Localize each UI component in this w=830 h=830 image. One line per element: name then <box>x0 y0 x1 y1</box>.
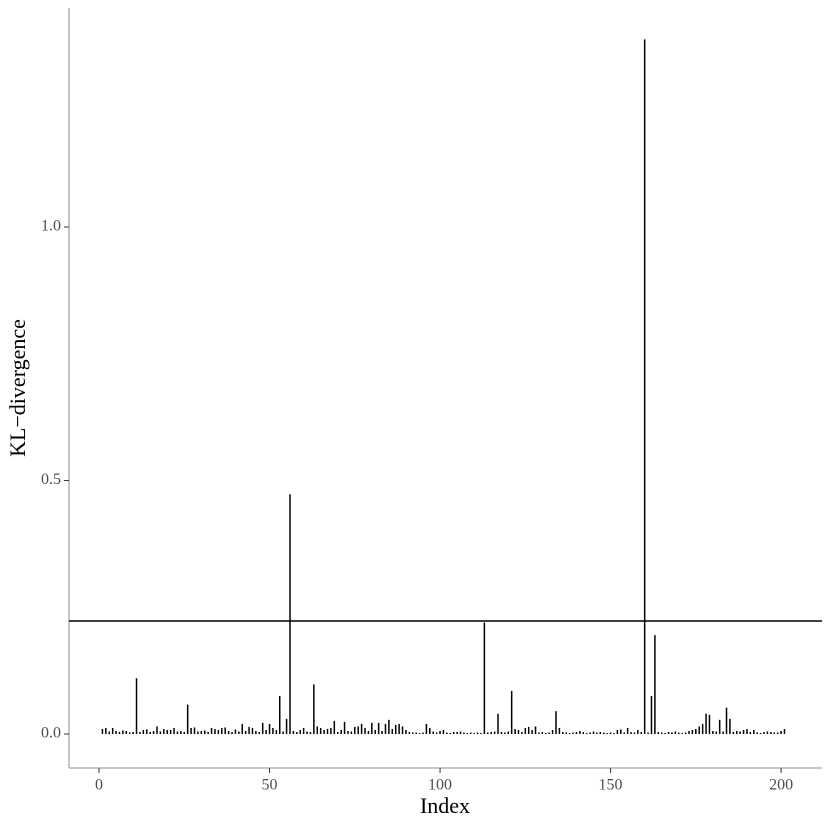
x-tick-label: 50 <box>262 777 278 794</box>
x-tick-label: 0 <box>95 777 103 794</box>
y-tick-label: 0.0 <box>41 725 61 742</box>
x-tick-label: 200 <box>769 777 793 794</box>
y-tick-label: 0.5 <box>41 471 61 488</box>
y-tick-label: 1.0 <box>41 218 61 235</box>
x-tick-label: 150 <box>599 777 623 794</box>
x-axis-label: Index <box>420 793 470 818</box>
y-axis-label: KL−divergence <box>5 319 30 457</box>
x-tick-label: 100 <box>428 777 452 794</box>
